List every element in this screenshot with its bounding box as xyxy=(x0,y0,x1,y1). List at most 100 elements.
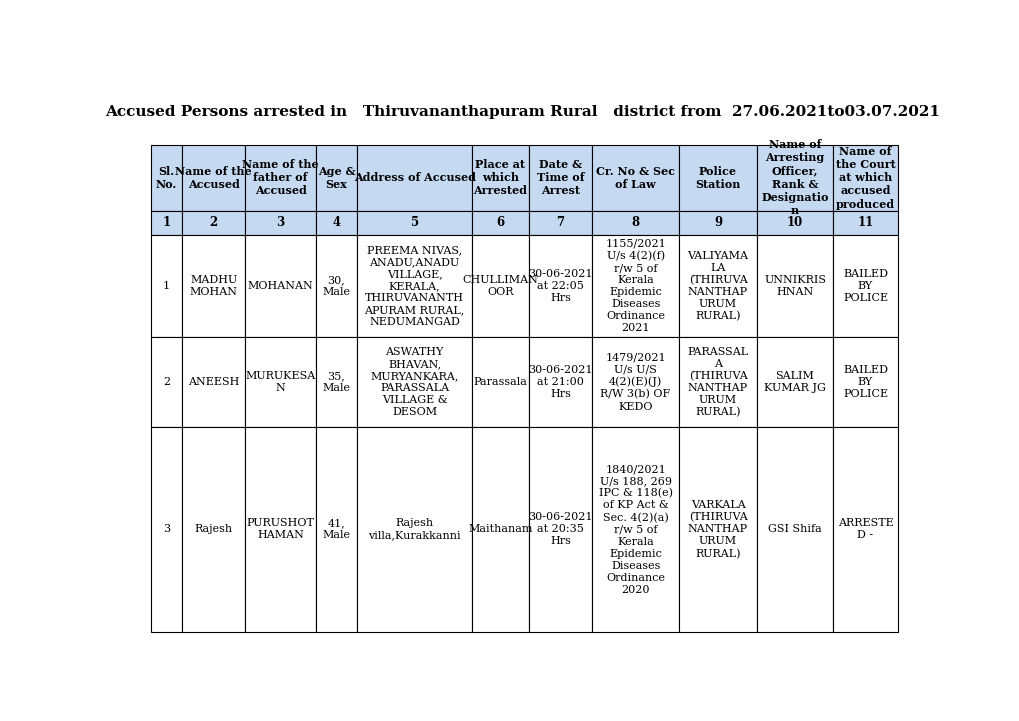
Bar xyxy=(528,211,592,235)
Bar xyxy=(472,211,528,235)
Text: 2: 2 xyxy=(163,377,170,387)
Text: 1840/2021
U/s 188, 269
IPC & 118(e)
of KP Act &
Sec. 4(2)(a)
r/w 5 of
Kerala
Epi: 1840/2021 U/s 188, 269 IPC & 118(e) of K… xyxy=(598,464,672,595)
Text: PURUSHOT
HAMAN: PURUSHOT HAMAN xyxy=(247,518,314,541)
Bar xyxy=(472,145,528,211)
Bar xyxy=(592,145,678,211)
Text: 10: 10 xyxy=(786,216,802,229)
Bar xyxy=(756,337,832,428)
Text: 1155/2021
U/s 4(2)(f)
r/w 5 of
Kerala
Epidemic
Diseases
Ordinance
2021: 1155/2021 U/s 4(2)(f) r/w 5 of Kerala Ep… xyxy=(604,239,665,333)
Text: 7: 7 xyxy=(556,216,565,229)
Bar xyxy=(678,235,756,337)
Text: Date &
Time of
Arrest: Date & Time of Arrest xyxy=(536,159,584,196)
Text: GSI Shifa: GSI Shifa xyxy=(767,524,821,534)
Bar xyxy=(472,428,528,632)
Bar xyxy=(678,211,756,235)
Text: Cr. No & Sec
of Law: Cr. No & Sec of Law xyxy=(595,166,675,190)
Bar xyxy=(832,145,898,211)
Text: 4: 4 xyxy=(332,216,340,229)
Bar xyxy=(528,235,592,337)
Text: Name of
the Court
at which
accused
produced: Name of the Court at which accused produ… xyxy=(835,146,895,210)
Bar xyxy=(592,211,678,235)
Bar xyxy=(592,235,678,337)
Text: Sl.
No.: Sl. No. xyxy=(156,166,177,190)
Bar xyxy=(245,235,316,337)
Bar xyxy=(151,428,181,632)
Text: VALIYAMA
LA
(THIRUVA
NANTHAP
URUM
RURAL): VALIYAMA LA (THIRUVA NANTHAP URUM RURAL) xyxy=(687,251,748,322)
Bar xyxy=(756,211,832,235)
Bar xyxy=(756,145,832,211)
Text: 35,
Male: 35, Male xyxy=(322,371,351,393)
Bar xyxy=(678,428,756,632)
Bar xyxy=(357,337,472,428)
Bar xyxy=(316,211,357,235)
Text: 30-06-2021
at 22:05
Hrs: 30-06-2021 at 22:05 Hrs xyxy=(528,269,592,303)
Text: 9: 9 xyxy=(713,216,721,229)
Text: 5: 5 xyxy=(410,216,418,229)
Text: MURUKESA
N: MURUKESA N xyxy=(246,371,316,393)
Text: MADHU
MOHAN: MADHU MOHAN xyxy=(190,275,237,297)
Bar xyxy=(151,337,181,428)
Text: Age &
Sex: Age & Sex xyxy=(317,166,355,190)
Bar xyxy=(181,428,245,632)
Bar xyxy=(678,337,756,428)
Bar xyxy=(245,428,316,632)
Bar xyxy=(316,235,357,337)
Text: 6: 6 xyxy=(496,216,504,229)
Bar xyxy=(181,235,245,337)
Text: SALIM
KUMAR JG: SALIM KUMAR JG xyxy=(763,371,825,393)
Bar xyxy=(357,428,472,632)
Text: 1: 1 xyxy=(163,281,170,291)
Text: BAILED
BY
POLICE: BAILED BY POLICE xyxy=(842,269,888,303)
Text: Maithanam: Maithanam xyxy=(468,524,532,534)
Bar xyxy=(181,211,245,235)
Text: ASWATHY
BHAVAN,
MURYANKARA,
PARASSALA
VILLAGE &
DESOM: ASWATHY BHAVAN, MURYANKARA, PARASSALA VI… xyxy=(370,348,459,417)
Text: Rajesh: Rajesh xyxy=(195,524,232,534)
Bar xyxy=(832,235,898,337)
Bar xyxy=(151,235,181,337)
Bar xyxy=(528,145,592,211)
Bar xyxy=(528,428,592,632)
Text: Address of Accused: Address of Accused xyxy=(354,172,475,183)
Bar xyxy=(151,211,181,235)
Bar xyxy=(245,337,316,428)
Bar xyxy=(357,145,472,211)
Text: PREEMA NIVAS,
ANADU,ANADU
VILLAGE,
KERALA,
THIRUVANANTH
APURAM RURAL,
NEDUMANGAD: PREEMA NIVAS, ANADU,ANADU VILLAGE, KERAL… xyxy=(364,245,465,327)
Text: Police
Station: Police Station xyxy=(695,166,740,190)
Text: ANEESH: ANEESH xyxy=(187,377,239,387)
Bar xyxy=(528,337,592,428)
Bar xyxy=(316,337,357,428)
Bar xyxy=(151,145,181,211)
Text: 3: 3 xyxy=(163,524,170,534)
Bar xyxy=(678,145,756,211)
Text: UNNIKRIS
HNAN: UNNIKRIS HNAN xyxy=(763,275,825,297)
Text: VARKALA
(THIRUVA
NANTHAP
URUM
RURAL): VARKALA (THIRUVA NANTHAP URUM RURAL) xyxy=(687,500,747,559)
Text: PARASSAL
A
(THIRUVA
NANTHAP
URUM
RURAL): PARASSAL A (THIRUVA NANTHAP URUM RURAL) xyxy=(687,347,748,417)
Bar xyxy=(357,235,472,337)
Bar xyxy=(756,235,832,337)
Bar xyxy=(316,428,357,632)
Text: 30-06-2021
at 20:35
Hrs: 30-06-2021 at 20:35 Hrs xyxy=(528,513,592,547)
Text: BAILED
BY
POLICE: BAILED BY POLICE xyxy=(842,365,888,399)
Text: ARRESTE
D -: ARRESTE D - xyxy=(837,518,893,541)
Text: 3: 3 xyxy=(276,216,284,229)
Bar xyxy=(472,235,528,337)
Text: 11: 11 xyxy=(857,216,873,229)
Text: CHULLIMAN
OOR: CHULLIMAN OOR xyxy=(462,275,538,297)
Bar xyxy=(832,211,898,235)
Bar xyxy=(592,337,678,428)
Text: 1479/2021
U/s U/S
4(2)(E)(J)
R/W 3(b) OF
KEDO: 1479/2021 U/s U/S 4(2)(E)(J) R/W 3(b) OF… xyxy=(600,353,671,412)
Bar xyxy=(756,428,832,632)
Text: Name of the
father of
Accused: Name of the father of Accused xyxy=(243,159,319,196)
Text: Name of the
Accused: Name of the Accused xyxy=(175,166,252,190)
Text: Parassala: Parassala xyxy=(473,377,527,387)
Bar xyxy=(592,428,678,632)
Text: MOHANAN: MOHANAN xyxy=(248,281,313,291)
Bar xyxy=(832,428,898,632)
Bar xyxy=(245,145,316,211)
Text: Accused Persons arrested in   Thiruvananthapuram Rural   district from  27.06.20: Accused Persons arrested in Thiruvananth… xyxy=(105,105,940,118)
Bar xyxy=(472,337,528,428)
Bar xyxy=(245,211,316,235)
Text: 30,
Male: 30, Male xyxy=(322,275,351,297)
Text: 1: 1 xyxy=(162,216,170,229)
Text: Name of
Arresting
Officer,
Rank &
Designatio
n: Name of Arresting Officer, Rank & Design… xyxy=(760,139,828,216)
